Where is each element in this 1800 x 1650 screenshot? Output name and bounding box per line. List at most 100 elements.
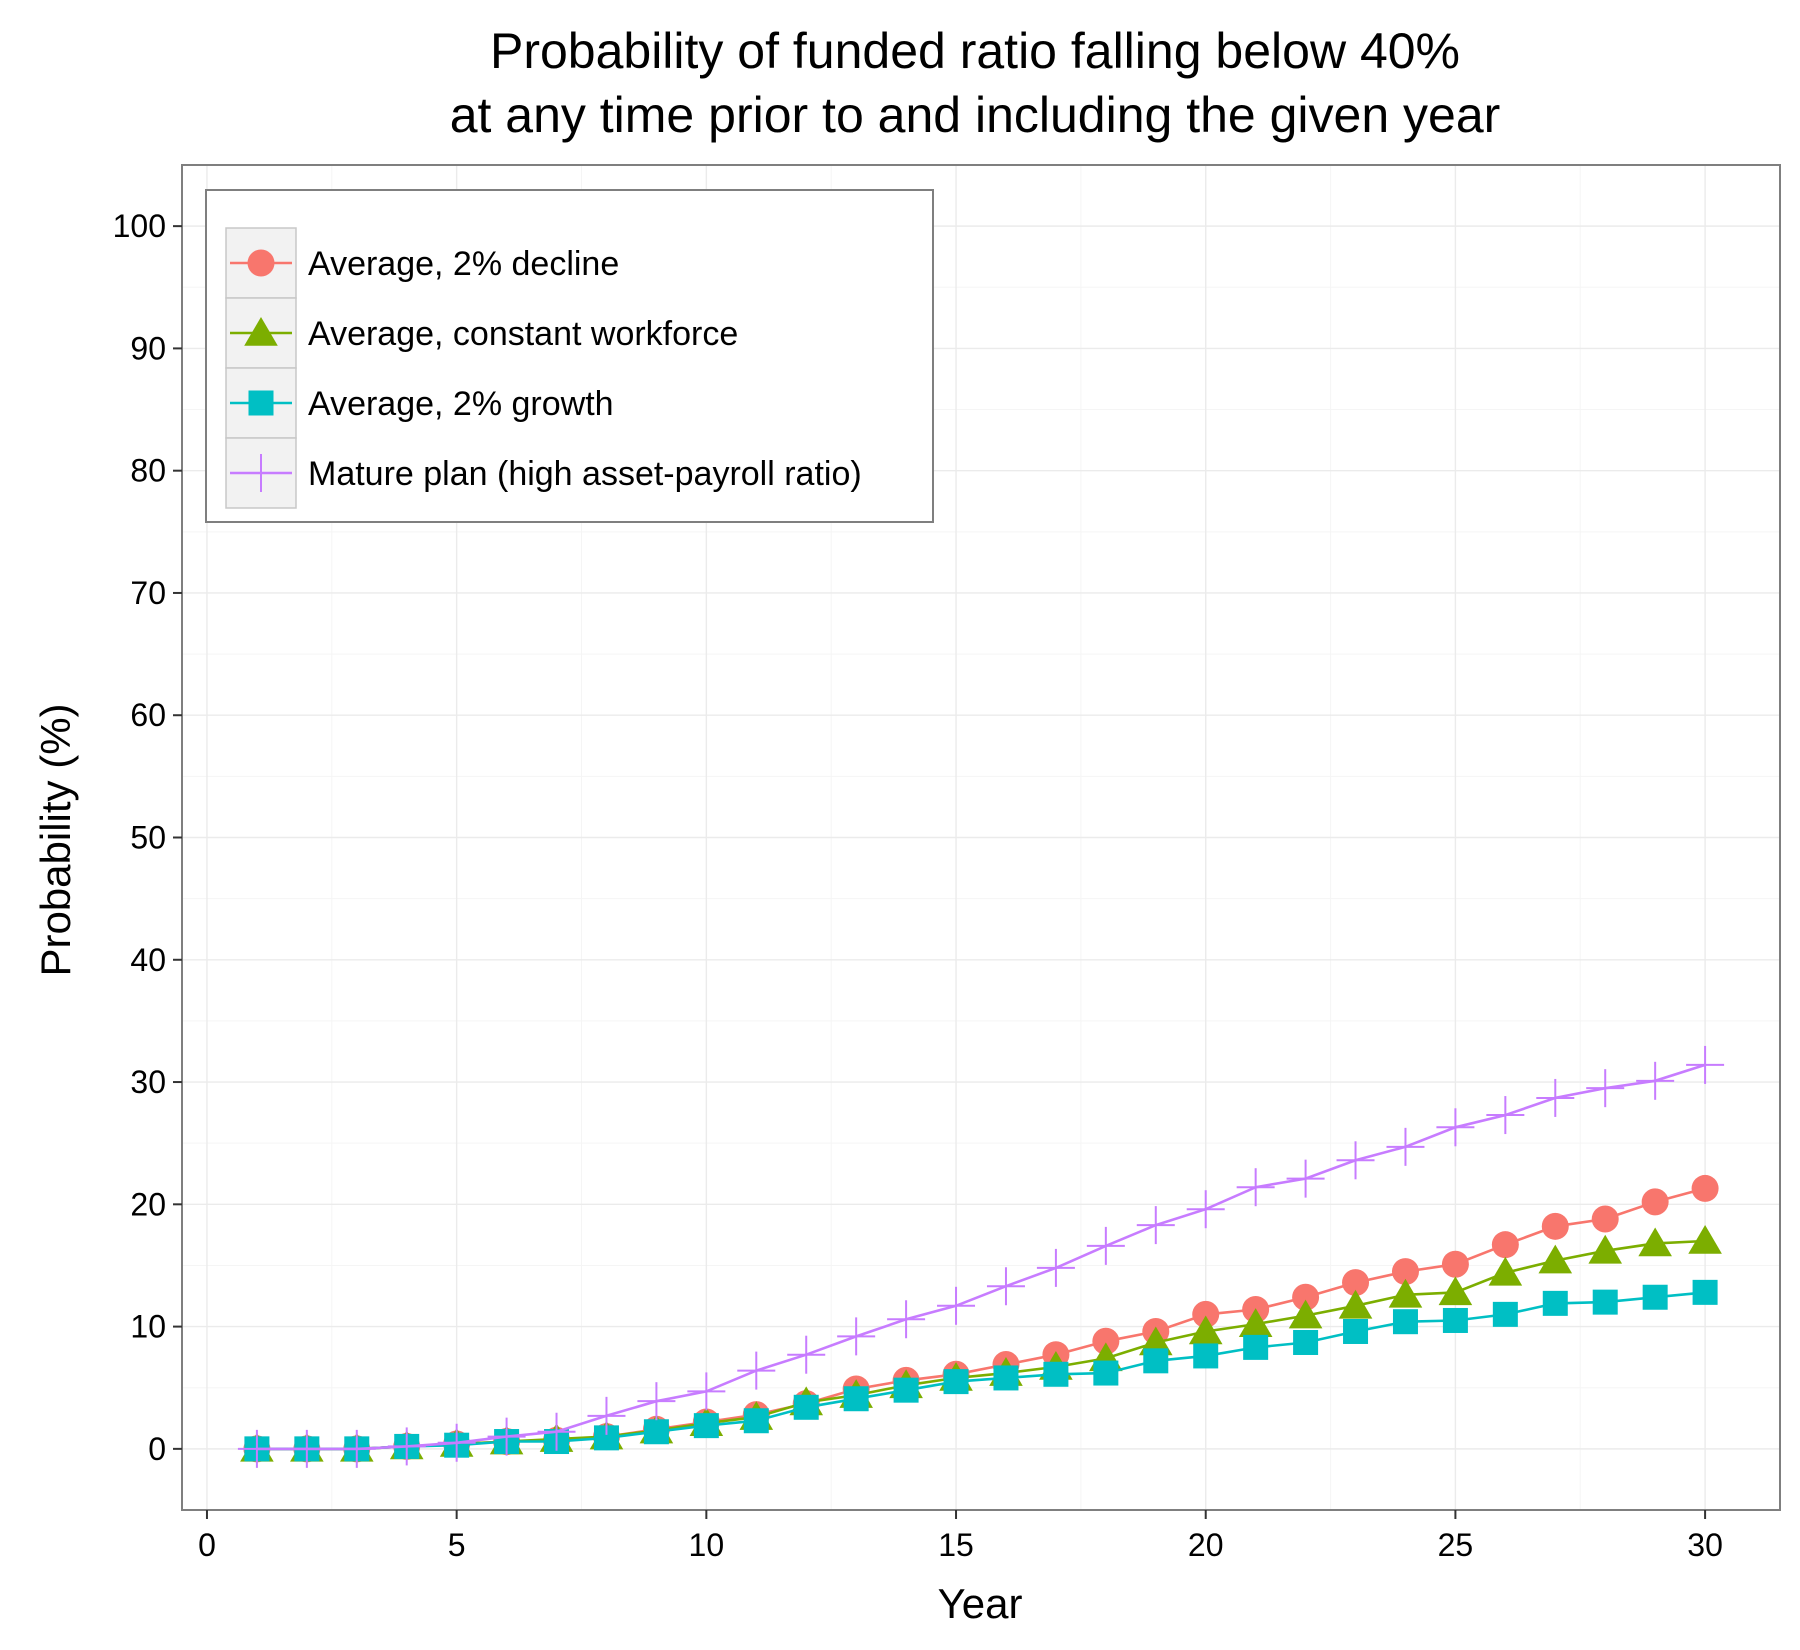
data-point [1143,1348,1169,1374]
data-point [1243,1334,1269,1360]
y-tick-label: 20 [130,1186,166,1222]
y-tick-label: 50 [130,820,166,856]
legend-item: Average, 2% decline [225,227,619,299]
y-tick-label: 80 [130,453,166,489]
legend-item: Average, constant workforce [225,297,738,369]
data-point [1392,1309,1418,1335]
data-point [287,1429,326,1468]
y-axis: 0 10 20 30 40 50 60 70 80 90 100 [113,208,182,1467]
data-point [1638,1227,1672,1257]
data-point [1138,1326,1173,1356]
data-point [1093,1360,1119,1386]
x-tick-label: 20 [1188,1527,1224,1563]
data-point [1086,1226,1125,1265]
data-point [1492,1301,1518,1327]
data-point [1692,1279,1718,1305]
y-tick-label: 40 [130,942,166,978]
data-point [537,1412,576,1451]
data-point [387,1427,426,1466]
data-point [1188,1315,1223,1345]
legend-box [205,189,934,523]
y-axis-title: Probability (%) [32,703,79,976]
data-point [1442,1307,1468,1333]
data-point [643,1419,669,1445]
x-tick-label: 30 [1687,1527,1723,1563]
data-point [1043,1361,1069,1387]
data-point [1343,1318,1369,1344]
data-point [1193,1343,1219,1369]
y-tick-label: 0 [148,1431,166,1467]
data-point [1538,1244,1573,1274]
legend: Average, 2% decline Average, constant wor… [205,189,934,523]
data-point [1338,1289,1373,1319]
data-point [1486,1096,1525,1135]
x-tick-label: 10 [689,1527,725,1563]
x-tick-label: 15 [938,1527,974,1563]
data-point [637,1382,676,1421]
data-point [1641,1188,1669,1216]
data-point [587,1396,626,1435]
x-axis-title: Year [938,1580,1023,1627]
data-point [1686,1045,1725,1084]
legend-label: Average, constant workforce [308,315,738,353]
data-point [1488,1256,1523,1286]
data-point [737,1351,776,1390]
data-point [837,1317,876,1356]
x-tick-label: 0 [198,1527,216,1563]
y-tick-label: 30 [130,1064,166,1100]
data-point [1092,1327,1120,1355]
data-point [843,1386,869,1412]
data-point [1288,1299,1323,1329]
data-point [1342,1269,1370,1297]
data-point [1691,1174,1719,1202]
legend-key-marker [242,454,280,492]
legend-label: Mature plan (high asset-payroll ratio) [308,455,862,493]
data-point [1642,1284,1668,1310]
data-point [943,1369,969,1395]
legend-key-marker [247,249,275,277]
data-point [1336,1141,1375,1180]
data-point [1293,1329,1319,1355]
y-tick-label: 10 [130,1309,166,1345]
chart-title: Probability of funded ratio falling belo… [490,23,1460,79]
data-point [1491,1231,1519,1259]
data-point [1586,1069,1625,1108]
legend-label: Average, 2% growth [308,385,614,423]
legend-label: Average, 2% decline [308,245,619,283]
data-point [1536,1078,1575,1117]
data-point [1186,1190,1225,1229]
data-point [1688,1225,1722,1254]
data-point [1238,1308,1273,1337]
data-point [986,1267,1025,1306]
x-tick-label: 5 [448,1527,466,1563]
data-point [1441,1250,1469,1278]
data-point [687,1372,726,1411]
data-point [1438,1276,1473,1306]
data-point [1636,1061,1675,1100]
legend-item: Average, 2% growth [225,367,614,439]
data-point [693,1413,719,1439]
y-tick-label: 70 [130,575,166,611]
y-tick-label: 60 [130,697,166,733]
data-point [437,1423,476,1462]
data-point [1591,1205,1619,1233]
series-4 [237,1045,1725,1468]
data-point [487,1417,526,1456]
data-point [1036,1248,1075,1287]
data-point [793,1394,819,1420]
data-point [1292,1283,1320,1311]
data-point [1436,1108,1475,1147]
data-point [887,1300,926,1339]
data-point [1388,1278,1423,1308]
data-point [1391,1258,1419,1286]
series-3 [244,1279,1718,1462]
data-point [893,1377,919,1403]
y-tick-label: 100 [113,208,166,244]
data-point [1236,1168,1275,1207]
x-tick-label: 25 [1438,1527,1474,1563]
legend-key-marker [244,317,278,346]
data-point [1592,1289,1618,1315]
data-point [1386,1127,1425,1166]
data-point [787,1335,826,1374]
